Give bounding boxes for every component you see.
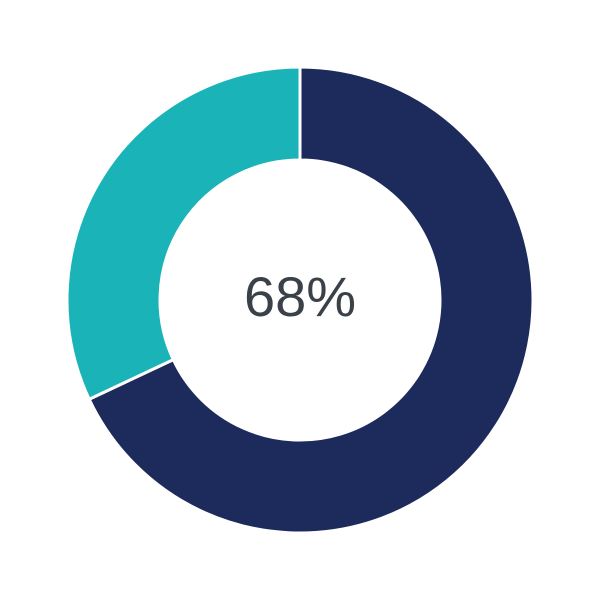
donut-slice-0 xyxy=(87,65,535,535)
donut-slice-1 xyxy=(65,65,302,402)
center-percentage-label: 68% xyxy=(243,265,357,328)
